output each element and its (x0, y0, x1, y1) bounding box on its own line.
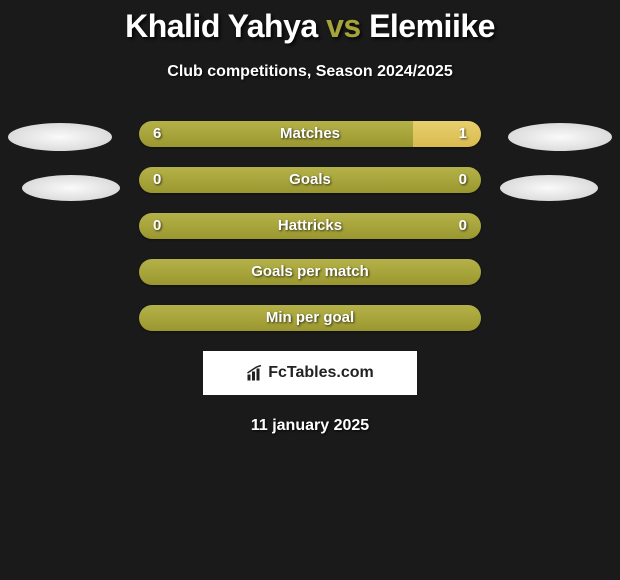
stat-row-goals: 0 Goals 0 (139, 167, 481, 193)
stat-label: Goals per match (139, 259, 481, 285)
stat-label: Matches (139, 121, 481, 147)
stat-val-right: 0 (459, 167, 467, 193)
logo-box: FcTables.com (203, 351, 417, 395)
stat-row-hattricks: 0 Hattricks 0 (139, 213, 481, 239)
stat-label: Goals (139, 167, 481, 193)
player1-marker-top (8, 123, 112, 151)
player1-marker-bottom (22, 175, 120, 201)
player1-name: Khalid Yahya (125, 8, 318, 44)
comparison-title: Khalid Yahya vs Elemiike (0, 0, 620, 45)
stat-val-right: 1 (459, 121, 467, 147)
stat-label: Hattricks (139, 213, 481, 239)
player2-marker-bottom (500, 175, 598, 201)
stat-row-goals-per-match: Goals per match (139, 259, 481, 285)
chart-icon (246, 364, 264, 382)
date-text: 11 january 2025 (0, 417, 620, 435)
chart-area: 6 Matches 1 0 Goals 0 0 Hattricks 0 Goal… (0, 121, 620, 435)
player2-name: Elemiike (369, 8, 495, 44)
stat-label: Min per goal (139, 305, 481, 331)
subtitle: Club competitions, Season 2024/2025 (0, 63, 620, 81)
stat-row-min-per-goal: Min per goal (139, 305, 481, 331)
logo-text: FcTables.com (268, 364, 374, 382)
player2-marker-top (508, 123, 612, 151)
stat-row-matches: 6 Matches 1 (139, 121, 481, 147)
vs-text: vs (326, 8, 361, 44)
stat-val-right: 0 (459, 213, 467, 239)
